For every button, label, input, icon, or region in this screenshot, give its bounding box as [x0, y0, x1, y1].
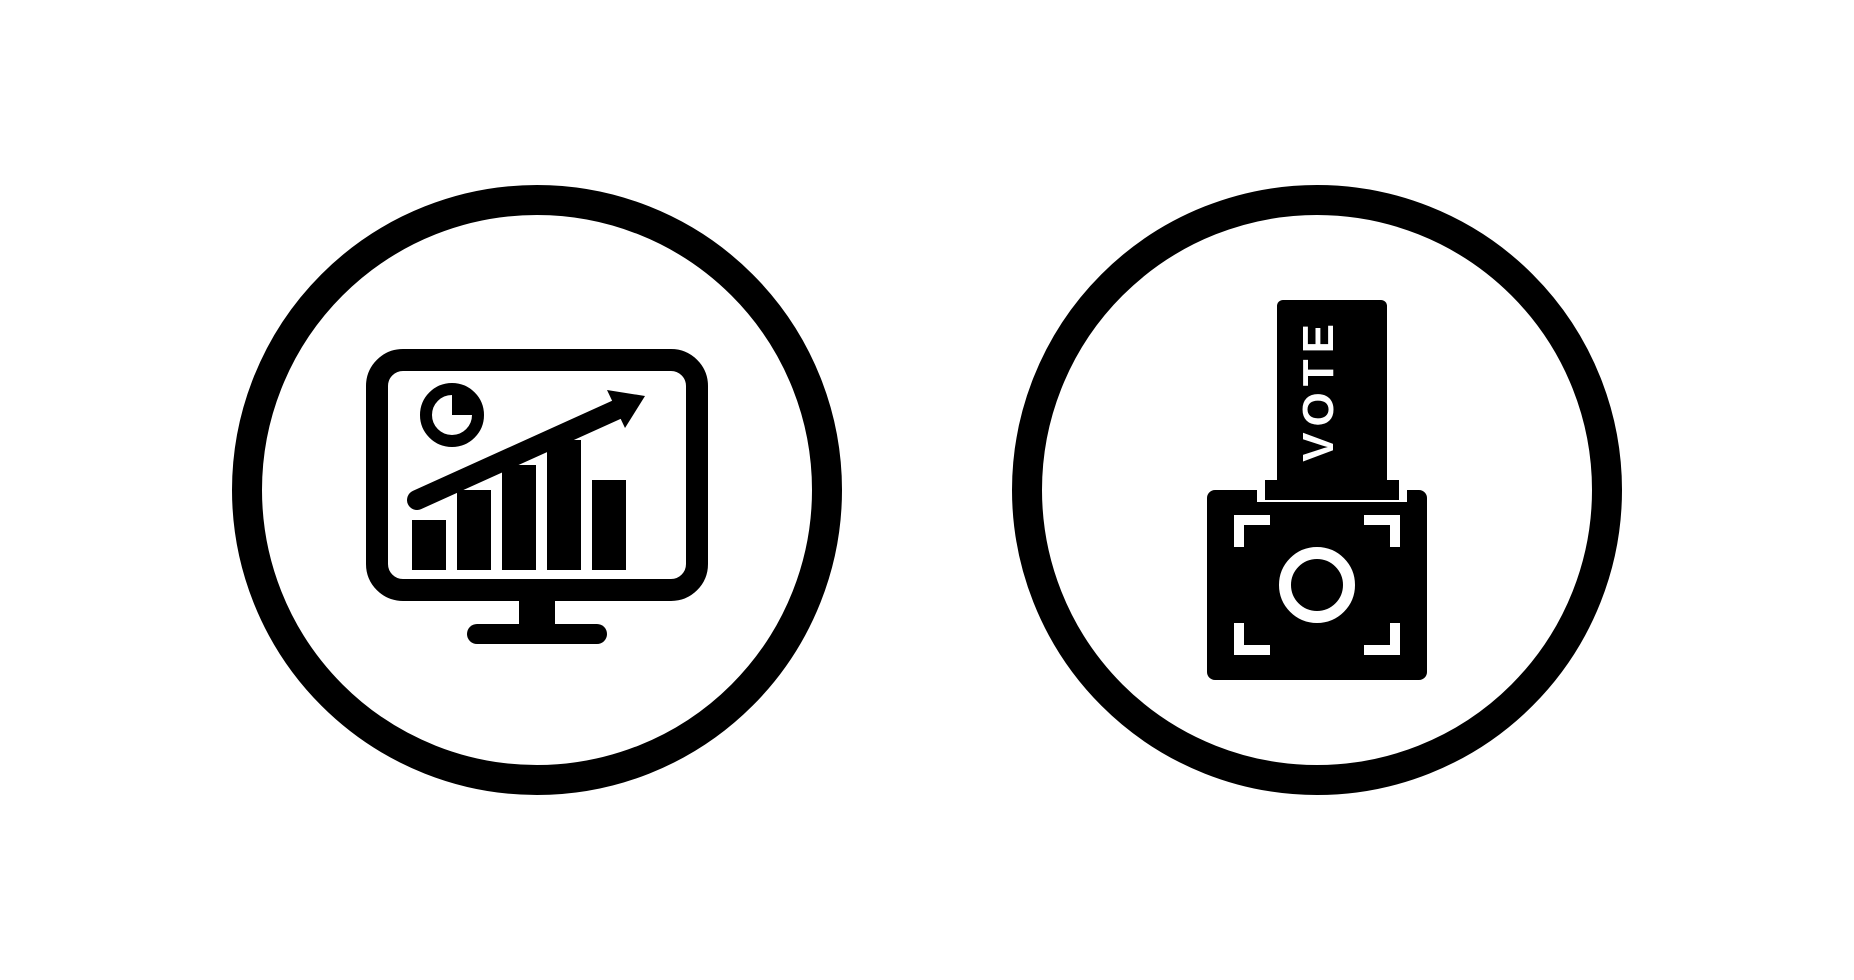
analytics-monitor-icon: [227, 180, 847, 800]
ballot-svg: [1007, 180, 1627, 800]
analytics-svg: [227, 180, 847, 800]
monitor: [377, 360, 697, 644]
ballot-box-icon: VOTE: [1007, 180, 1627, 800]
pie-icon: [426, 389, 478, 441]
ballot-label: VOTE: [1294, 318, 1344, 462]
